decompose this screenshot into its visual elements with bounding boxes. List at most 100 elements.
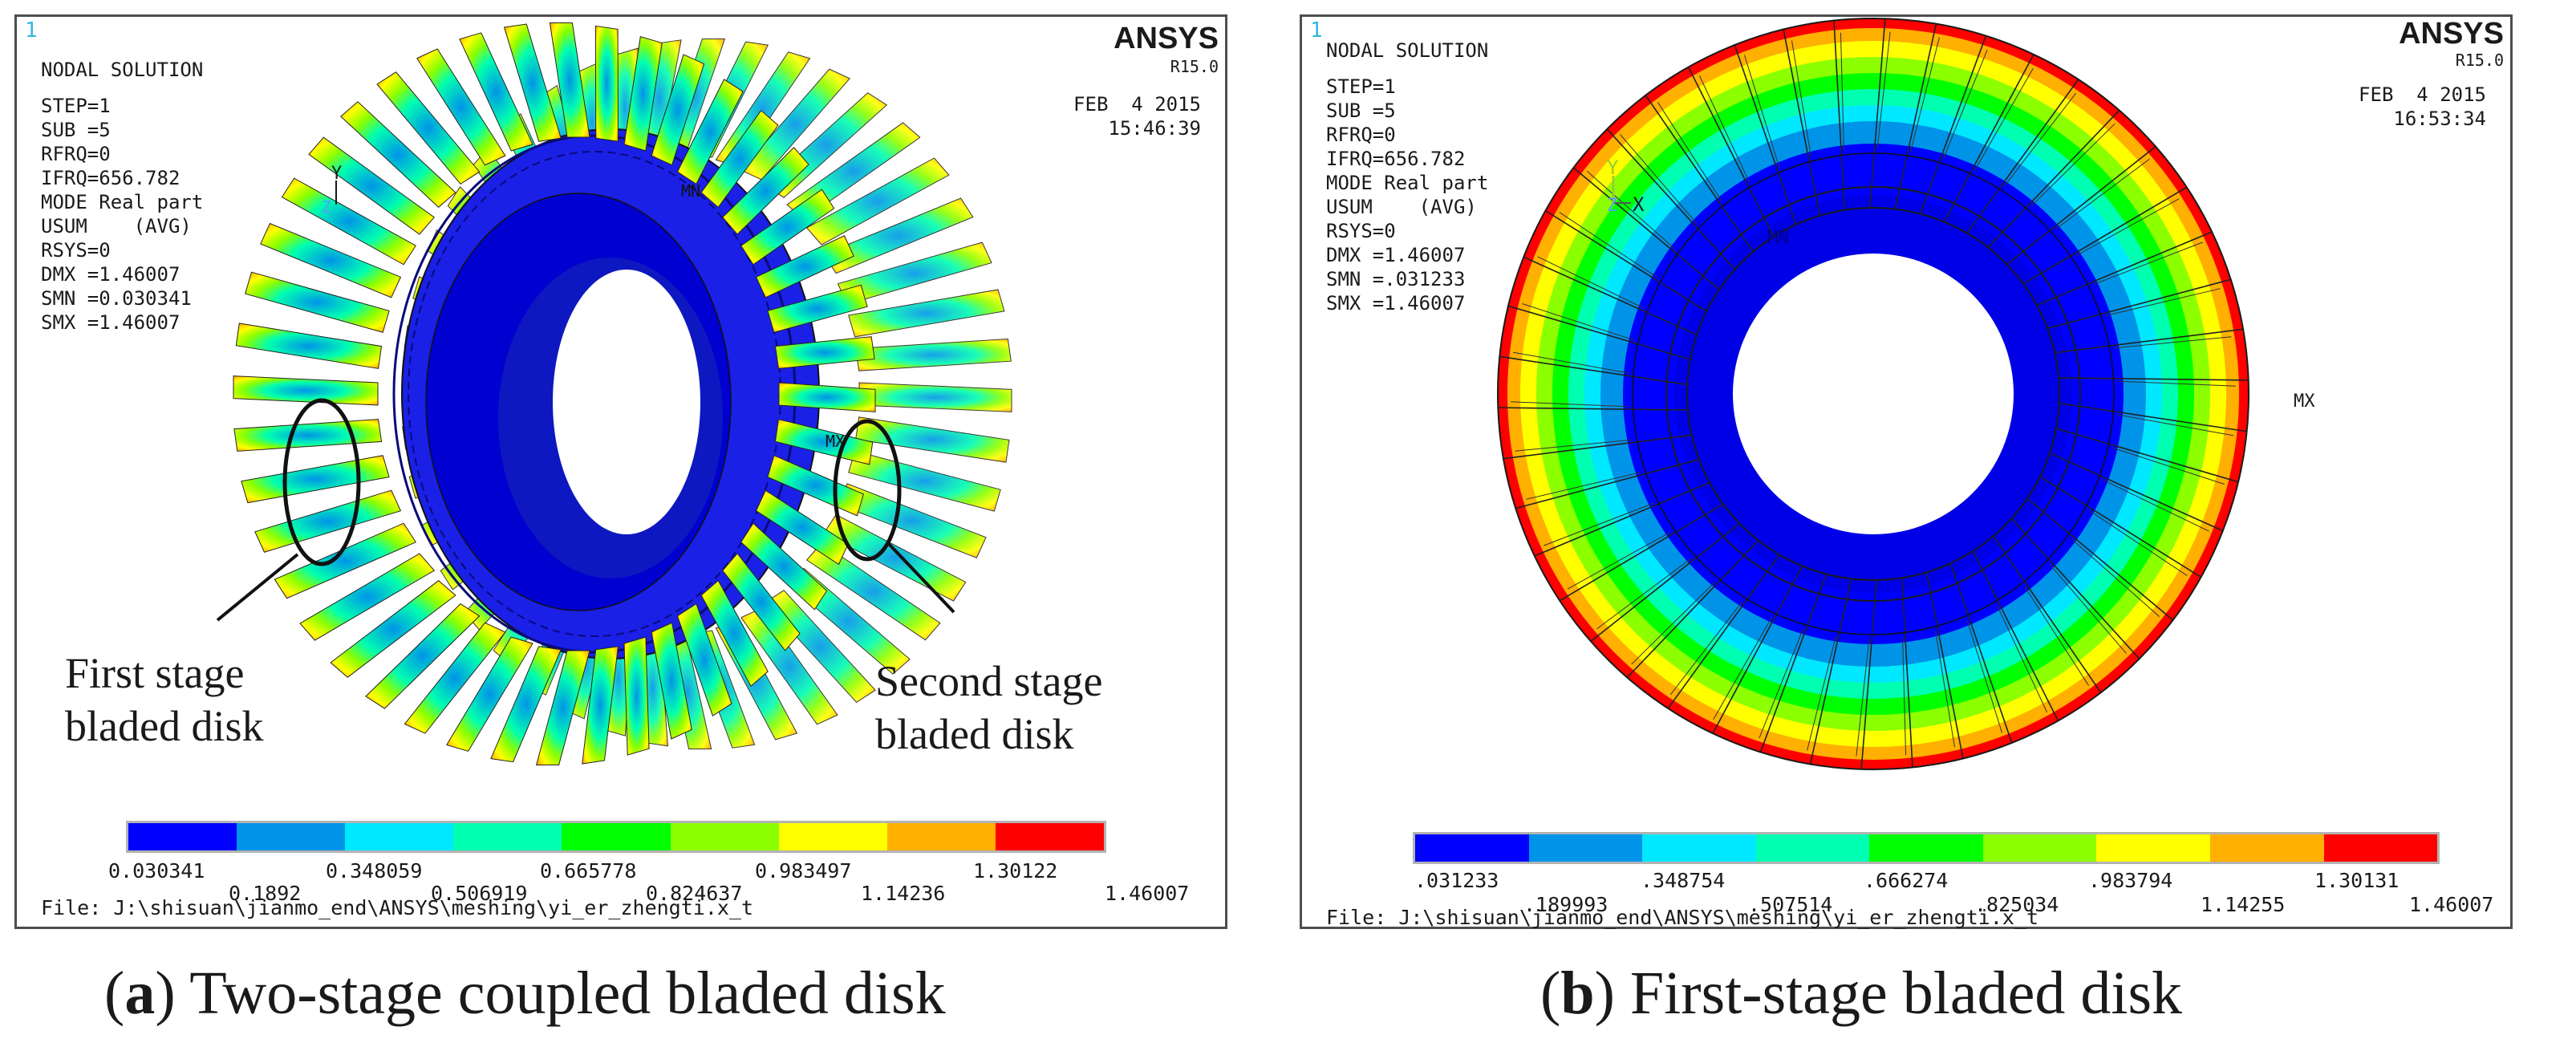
leader-line-second xyxy=(886,542,955,614)
time-text: 15:46:39 xyxy=(1108,117,1201,140)
blade-profile xyxy=(1791,40,1811,157)
first-stage-blade xyxy=(778,382,876,412)
min-marker: MN xyxy=(1767,228,1789,248)
legend-color-band xyxy=(2096,834,2210,862)
legend-color-band xyxy=(1528,834,1643,862)
blade-profile xyxy=(2089,509,2188,576)
blade-profile xyxy=(1515,439,1633,452)
blade-edge xyxy=(1498,407,1688,411)
first-stage-blade xyxy=(404,622,506,734)
info-line: SUB =5 xyxy=(41,119,111,141)
window-number: 1 xyxy=(1310,18,1323,43)
first-stage-blade xyxy=(740,522,828,611)
blade-edge xyxy=(1734,44,1797,225)
info-line: SUB =5 xyxy=(1326,99,1396,122)
timestamp: FEB 4 2015 16:53:34 xyxy=(2359,83,2486,131)
info-line: RFRQ=0 xyxy=(41,143,111,165)
blade-edge xyxy=(1972,550,2059,721)
first-stage-blade xyxy=(330,580,456,678)
blade-edge xyxy=(2022,186,2188,285)
blade-edge xyxy=(1499,355,1688,386)
first-stage-blade xyxy=(774,336,875,369)
blade-edge xyxy=(1507,305,1691,360)
axis-y-label: Y xyxy=(1607,156,1619,179)
info-line: SMN =0.030341 xyxy=(41,287,192,310)
blade-edge xyxy=(1894,23,1937,209)
info-line: STEP=1 xyxy=(1326,75,1396,98)
info-line: USUM (AVG) xyxy=(41,215,192,237)
blade-profile xyxy=(1759,629,1803,739)
blade-profile xyxy=(1876,31,1891,149)
blade-profile xyxy=(2049,564,2127,654)
file-path: File: J:\shisuan\jianmo_end\ANSYS\meshin… xyxy=(1326,906,2039,929)
highlight-first-stage xyxy=(282,398,361,566)
contour-legend-bar xyxy=(126,821,1106,853)
blade-edge xyxy=(1993,535,2102,693)
firtree-ring-inner xyxy=(1686,207,2060,581)
first-stage-blade xyxy=(503,23,562,142)
blade-profile xyxy=(1713,617,1772,720)
blade-edge xyxy=(2036,231,2213,306)
max-marker: MX xyxy=(2294,392,2315,412)
blade-profile xyxy=(1559,212,1657,278)
disk-bore xyxy=(1733,254,2014,534)
axis-x-label: X xyxy=(1633,193,1645,216)
second-stage-blade xyxy=(823,513,967,602)
legend-color-band xyxy=(670,823,779,850)
annotation-line: bladed disk xyxy=(875,710,1074,758)
blade-profile xyxy=(1743,55,1780,168)
second-stage-blade xyxy=(848,289,1005,338)
legend-tick: 0.348059 xyxy=(326,859,423,883)
blade-edge xyxy=(1523,256,1698,336)
highlight-second-stage xyxy=(833,419,902,562)
legend-color-band xyxy=(1415,834,1529,862)
legend-tick: .031233 xyxy=(1414,869,1499,892)
blade-profile xyxy=(1997,605,2048,712)
legend-tick: 0.1892 xyxy=(229,882,302,905)
first-stage-blade xyxy=(623,636,650,756)
annotation-line: First stage xyxy=(65,649,245,697)
blade-profile xyxy=(1631,581,1716,665)
legend-color-band xyxy=(1642,834,1756,862)
disk-outline xyxy=(1497,18,2249,770)
axis-z-label: Z xyxy=(1607,196,1617,216)
blade-profile xyxy=(1657,102,1722,201)
blade-edge xyxy=(2026,497,2174,621)
panel-a-ansys-window: 1 NODAL SOLUTION STEP=1 SUB =5 RFRQ=0 IF… xyxy=(14,14,1227,929)
blade-edge xyxy=(1606,128,1736,270)
first-stage-blade xyxy=(254,489,402,553)
first-stage-blade xyxy=(594,25,619,142)
blade-edge xyxy=(1626,540,1759,679)
blade-edge xyxy=(1503,434,1692,460)
blade-profile xyxy=(2030,123,2116,207)
legend-tick: 0.983497 xyxy=(755,859,852,883)
legend-color-band xyxy=(2323,834,2438,862)
info-line: SMX =1.46007 xyxy=(41,311,181,334)
first-stage-blade xyxy=(700,579,769,687)
date-text: FEB 4 2015 xyxy=(1073,93,1201,116)
info-line: MODE Real part xyxy=(1326,172,1489,194)
second-stage-blade xyxy=(848,450,1001,512)
legend-tick: 1.46007 xyxy=(2409,893,2494,916)
blade-edge xyxy=(1925,572,1964,759)
second-stage-blade xyxy=(823,197,974,274)
blade-edge xyxy=(1966,79,2079,234)
first-stage-blade xyxy=(582,646,619,765)
legend-tick: 0.665778 xyxy=(540,859,637,883)
blade-profile xyxy=(1586,171,1676,250)
legend-color-band xyxy=(128,823,237,850)
annotation-first-stage: First stage bladed disk xyxy=(65,647,263,753)
firtree-ring-outer xyxy=(1665,186,2081,602)
first-stage-blade xyxy=(235,323,383,369)
first-stage-blade xyxy=(676,79,744,185)
timestamp: FEB 4 2015 15:46:39 xyxy=(1073,92,1201,140)
first-stage-blade xyxy=(767,284,868,333)
caption-b: (b) First-stage bladed disk xyxy=(1540,960,2183,1027)
legend-tick: 1.14255 xyxy=(2201,893,2286,916)
second-stage-blade xyxy=(855,338,1012,371)
first-stage-blade xyxy=(755,235,854,298)
ansys-version: R15.0 xyxy=(1170,57,1219,76)
blade-profile xyxy=(1522,303,1634,341)
info-line: STEP=1 xyxy=(41,95,111,117)
info-line: IFRQ=656.782 xyxy=(1326,148,1466,170)
